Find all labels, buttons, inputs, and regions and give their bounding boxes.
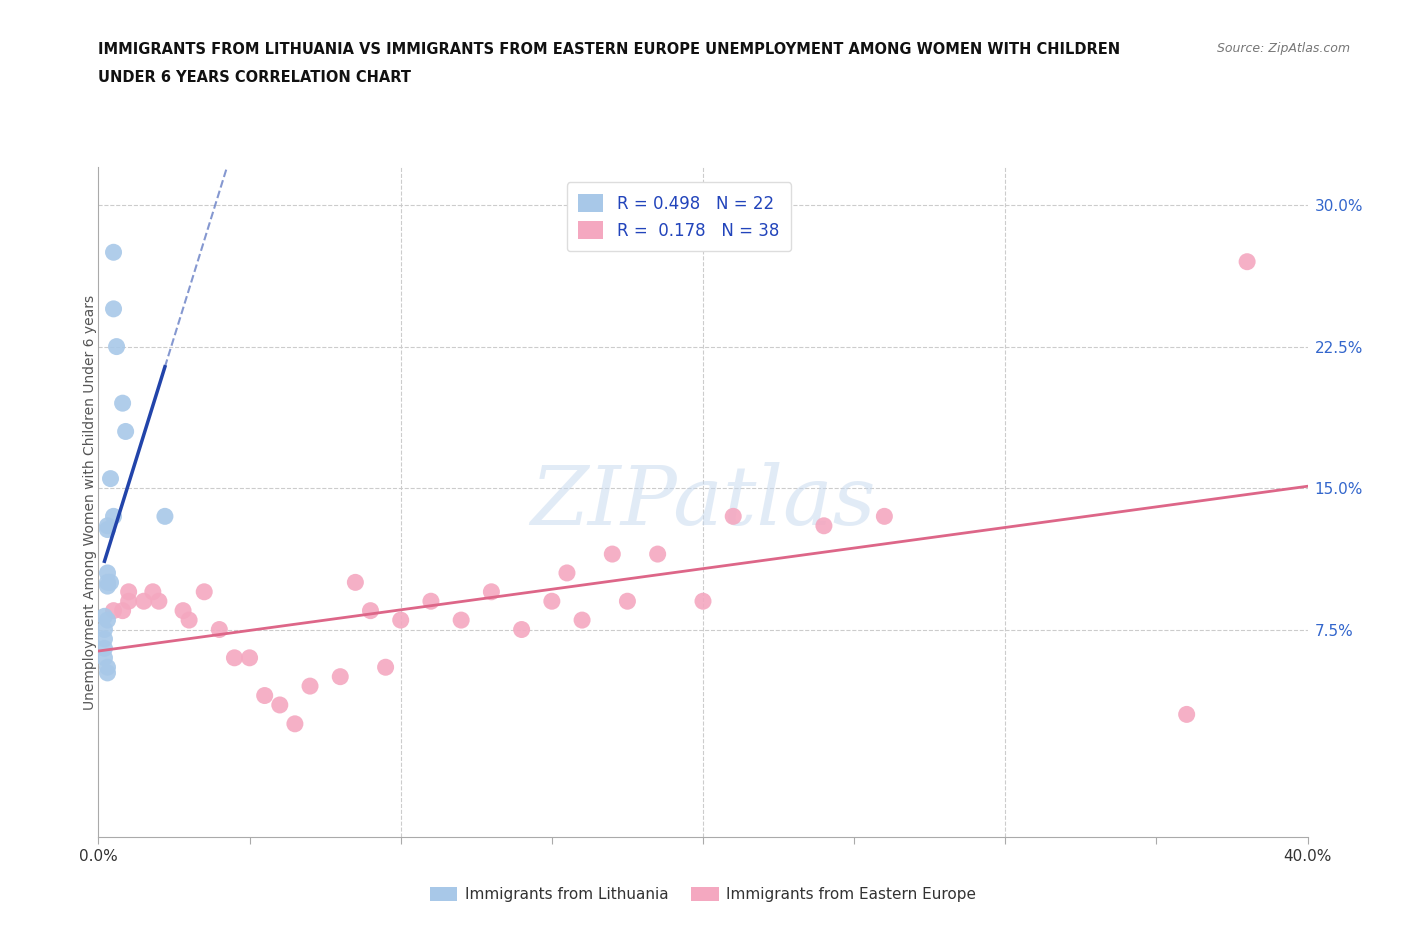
Point bbox=[103, 604, 125, 618]
Point bbox=[813, 518, 835, 533]
Point bbox=[420, 593, 443, 608]
Point bbox=[142, 584, 165, 599]
Point bbox=[571, 613, 593, 628]
Point bbox=[148, 593, 170, 608]
Point bbox=[450, 613, 472, 628]
Text: ZIPatlas: ZIPatlas bbox=[530, 462, 876, 542]
Point bbox=[105, 339, 128, 354]
Point bbox=[103, 509, 125, 524]
Point bbox=[873, 509, 896, 524]
Legend: R = 0.498   N = 22, R =  0.178   N = 38: R = 0.498 N = 22, R = 0.178 N = 38 bbox=[567, 182, 790, 251]
Point bbox=[118, 593, 141, 608]
Point bbox=[93, 641, 115, 656]
Point bbox=[100, 472, 122, 486]
Point bbox=[118, 584, 141, 599]
Point bbox=[692, 593, 714, 608]
Point bbox=[96, 659, 118, 674]
Point bbox=[96, 518, 118, 533]
Point bbox=[93, 609, 115, 624]
Point bbox=[647, 547, 669, 562]
Point bbox=[253, 688, 276, 703]
Y-axis label: Unemployment Among Women with Children Under 6 years: Unemployment Among Women with Children U… bbox=[83, 295, 97, 710]
Point bbox=[179, 613, 201, 628]
Point bbox=[103, 301, 125, 316]
Point bbox=[555, 565, 578, 580]
Point bbox=[96, 522, 118, 537]
Point bbox=[132, 593, 155, 608]
Point bbox=[153, 509, 176, 524]
Point bbox=[93, 622, 115, 637]
Point bbox=[329, 670, 352, 684]
Point bbox=[96, 575, 118, 590]
Point bbox=[93, 631, 115, 646]
Point bbox=[269, 698, 291, 712]
Point bbox=[114, 424, 136, 439]
Point bbox=[540, 593, 562, 608]
Point bbox=[481, 584, 503, 599]
Point bbox=[208, 622, 231, 637]
Point bbox=[96, 578, 118, 593]
Text: IMMIGRANTS FROM LITHUANIA VS IMMIGRANTS FROM EASTERN EUROPE UNEMPLOYMENT AMONG W: IMMIGRANTS FROM LITHUANIA VS IMMIGRANTS … bbox=[98, 42, 1121, 57]
Point bbox=[224, 650, 246, 665]
Text: UNDER 6 YEARS CORRELATION CHART: UNDER 6 YEARS CORRELATION CHART bbox=[98, 70, 412, 85]
Point bbox=[96, 613, 118, 628]
Point bbox=[93, 650, 115, 665]
Point bbox=[389, 613, 412, 628]
Point bbox=[616, 593, 638, 608]
Point bbox=[510, 622, 533, 637]
Point bbox=[96, 565, 118, 580]
Point bbox=[96, 666, 118, 681]
Legend: Immigrants from Lithuania, Immigrants from Eastern Europe: Immigrants from Lithuania, Immigrants fr… bbox=[423, 881, 983, 909]
Point bbox=[374, 659, 396, 674]
Point bbox=[360, 604, 382, 618]
Point bbox=[239, 650, 262, 665]
Point bbox=[1236, 254, 1258, 269]
Point bbox=[111, 396, 134, 411]
Point bbox=[602, 547, 624, 562]
Point bbox=[103, 245, 125, 259]
Point bbox=[193, 584, 215, 599]
Point bbox=[1175, 707, 1198, 722]
Point bbox=[723, 509, 745, 524]
Point bbox=[299, 679, 322, 694]
Text: Source: ZipAtlas.com: Source: ZipAtlas.com bbox=[1216, 42, 1350, 55]
Point bbox=[111, 604, 134, 618]
Point bbox=[344, 575, 367, 590]
Point bbox=[100, 575, 122, 590]
Point bbox=[172, 604, 194, 618]
Point bbox=[284, 716, 307, 731]
